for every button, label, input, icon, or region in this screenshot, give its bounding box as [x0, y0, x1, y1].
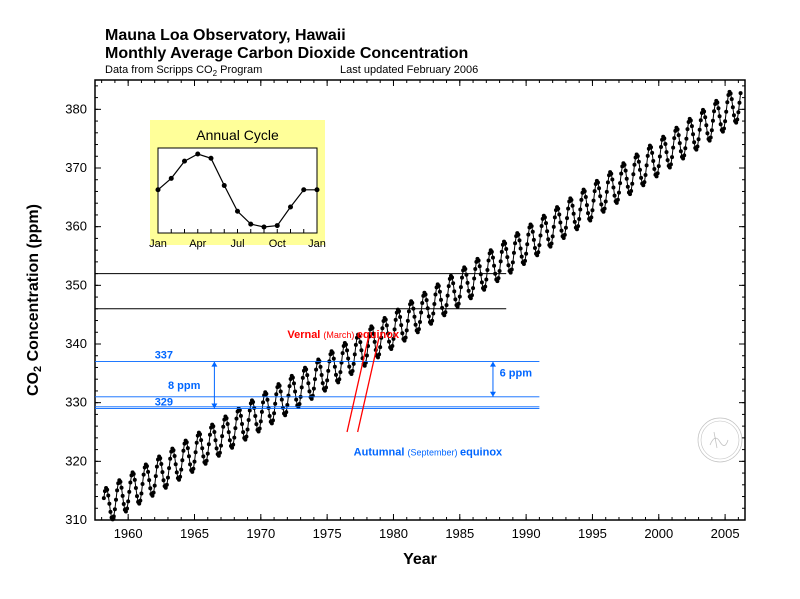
x-tick-label: 1990 — [512, 526, 541, 541]
inset-marker — [288, 204, 293, 209]
x-tick-label: 1985 — [445, 526, 474, 541]
subtitle-right: Last updated February 2006 — [340, 64, 478, 76]
y-tick-label: 380 — [65, 101, 87, 116]
x-tick-label: 2005 — [711, 526, 740, 541]
x-tick-label: 1995 — [578, 526, 607, 541]
inset-month-label: Jan — [308, 238, 326, 250]
inset-title: Annual Cycle — [196, 127, 279, 143]
inset-marker — [182, 159, 187, 164]
inset-marker — [275, 223, 280, 228]
inset-marker — [222, 183, 227, 188]
inset-plot — [158, 148, 317, 233]
inset-marker — [301, 187, 306, 192]
inset-marker — [315, 187, 320, 192]
y-tick-label: 370 — [65, 160, 87, 175]
inset-marker — [248, 222, 253, 227]
y-tick-label: 320 — [65, 453, 87, 468]
inset-marker — [209, 156, 214, 161]
subtitle-left: Data from Scripps CO2 Program — [105, 64, 262, 78]
x-tick-label: 2000 — [644, 526, 673, 541]
y-tick-label: 340 — [65, 336, 87, 351]
inset-month-label: Apr — [189, 238, 206, 250]
inset-marker — [195, 152, 200, 157]
y-tick-label: 350 — [65, 277, 87, 292]
autumnal-label: Autumnal (September) equinox — [354, 446, 503, 458]
x-axis-label: Year — [403, 551, 437, 568]
x-tick-label: 1965 — [180, 526, 209, 541]
inset-marker — [169, 176, 174, 181]
label-329: 329 — [155, 397, 173, 409]
title-line-2: Monthly Average Carbon Dioxide Concentra… — [105, 45, 468, 62]
x-tick-label: 1970 — [246, 526, 275, 541]
inset-month-label: Oct — [269, 238, 286, 250]
label-6ppm: 6 ppm — [500, 367, 533, 379]
x-tick-label: 1975 — [313, 526, 342, 541]
x-tick-label: 1980 — [379, 526, 408, 541]
x-tick-label: 1960 — [114, 526, 143, 541]
inset-month-label: Jul — [230, 238, 244, 250]
keeling-curve-chart: Mauna Loa Observatory, HawaiiMonthly Ave… — [0, 0, 800, 599]
y-tick-label: 360 — [65, 219, 87, 234]
label-8ppm: 8 ppm — [168, 380, 201, 392]
label-337: 337 — [155, 350, 173, 362]
y-tick-label: 330 — [65, 395, 87, 410]
inset-marker — [156, 187, 161, 192]
inset-marker — [262, 225, 267, 230]
inset-marker — [235, 209, 240, 214]
inset-month-label: Jan — [149, 238, 167, 250]
y-tick-label: 310 — [65, 512, 87, 527]
vernal-label: Vernal (March) equinox — [287, 329, 400, 341]
title-line-1: Mauna Loa Observatory, Hawaii — [105, 27, 346, 44]
